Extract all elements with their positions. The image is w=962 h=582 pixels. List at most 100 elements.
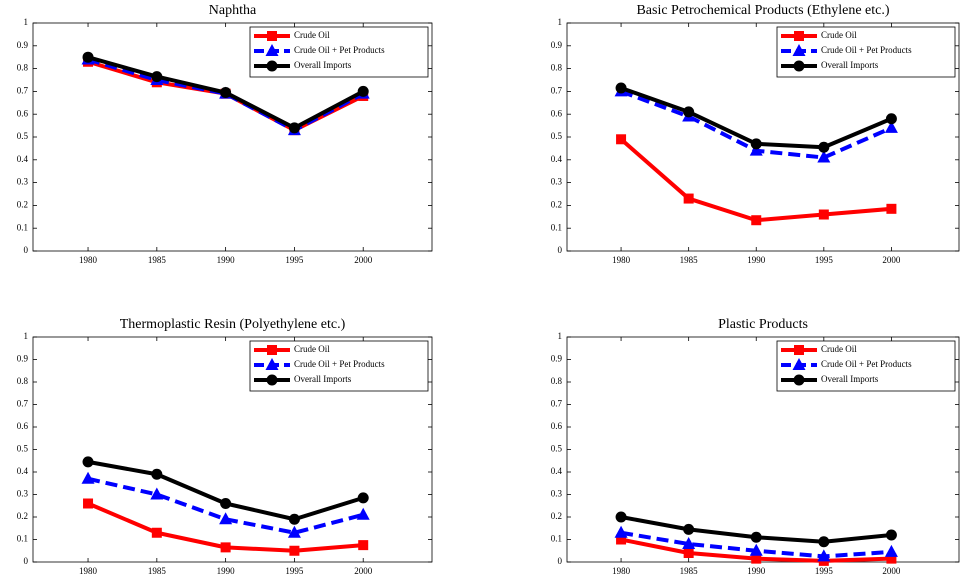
y-tick-label: 0.3 <box>17 177 29 187</box>
y-tick-label: 0 <box>558 245 563 255</box>
marker <box>750 531 762 543</box>
y-tick-label: 0.6 <box>17 421 29 431</box>
legend-label: Overall Imports <box>821 374 879 384</box>
x-tick-label: 1980 <box>612 255 631 265</box>
chart-title: Plastic Products <box>718 317 808 332</box>
marker <box>151 527 162 538</box>
marker <box>884 120 898 133</box>
x-tick-label: 1995 <box>285 566 304 576</box>
y-tick-label: 0.1 <box>551 534 562 544</box>
subplot: Naphtha 0 0.1 0.2 0.3 0.4 0.5 0.6 0.7 0.8 0.9 1 1980… <box>17 3 433 265</box>
marker <box>884 544 898 557</box>
marker <box>793 374 805 386</box>
y-tick-label: 0.6 <box>551 421 563 431</box>
marker <box>682 537 696 549</box>
series-line <box>87 476 364 535</box>
marker <box>886 203 897 214</box>
marker <box>266 374 278 386</box>
marker <box>749 143 763 156</box>
marker <box>616 534 627 545</box>
y-tick-label: 0.4 <box>551 466 563 476</box>
x-tick-label: 1995 <box>815 255 834 265</box>
y-tick-label: 0.1 <box>17 534 28 544</box>
y-tick-label: 0.8 <box>551 63 563 73</box>
y-tick-label: 0.7 <box>551 399 563 409</box>
y-tick-label: 0 <box>558 556 563 566</box>
marker <box>749 543 763 556</box>
y-tick-label: 0.7 <box>17 85 29 95</box>
legend-label: Crude Oil <box>821 30 857 40</box>
chart-title: Thermoplastic Resin (Polyethylene etc.) <box>120 317 346 332</box>
marker <box>616 134 627 145</box>
x-tick-label: 1985 <box>148 255 167 265</box>
legend-label: Overall Imports <box>294 60 352 70</box>
x-tick-label: 1990 <box>217 255 236 265</box>
y-tick-label: 0.6 <box>551 108 563 118</box>
legend-label: Crude Oil <box>294 344 330 354</box>
y-tick-label: 0.9 <box>551 354 563 364</box>
legend-label: Crude Oil + Pet Products <box>294 45 385 55</box>
marker <box>818 141 830 153</box>
marker <box>356 507 370 520</box>
legend-label: Crude Oil <box>821 344 857 354</box>
y-tick-label: 1 <box>24 17 29 27</box>
legend-label: Crude Oil + Pet Products <box>821 45 912 55</box>
series-line <box>87 459 364 522</box>
chart-title: Naphtha <box>209 3 257 18</box>
marker <box>151 468 163 480</box>
y-tick-label: 0.2 <box>551 511 562 521</box>
marker <box>83 498 94 509</box>
marker <box>885 113 897 125</box>
y-tick-label: 0.8 <box>17 376 29 386</box>
marker <box>817 549 831 562</box>
y-tick-label: 0.8 <box>17 63 29 73</box>
marker <box>750 138 762 150</box>
legend-label: Overall Imports <box>821 60 879 70</box>
x-tick-label: 2000 <box>882 566 901 576</box>
marker <box>792 358 806 370</box>
marker <box>357 492 369 504</box>
legend-label: Crude Oil + Pet Products <box>821 359 912 369</box>
subplot: Plastic Products 0 0.1 0.2 0.3 0.4 0.5 0.6 0.7 0.… <box>551 317 960 576</box>
y-tick-label: 0.8 <box>551 376 563 386</box>
marker <box>288 122 300 134</box>
y-tick-label: 0.5 <box>551 444 563 454</box>
x-tick-label: 2000 <box>354 566 373 576</box>
legend: Crude Oil Crude Oil + Pet Products Overall… <box>249 340 429 392</box>
y-tick-label: 0.9 <box>17 354 29 364</box>
y-tick-label: 0.5 <box>17 131 29 141</box>
y-tick-label: 0.4 <box>17 154 29 164</box>
marker <box>615 82 627 94</box>
x-tick-label: 1990 <box>747 255 766 265</box>
marker <box>751 215 762 226</box>
y-tick-label: 1 <box>24 331 29 341</box>
marker <box>267 31 277 41</box>
y-tick-label: 0.2 <box>551 199 562 209</box>
y-tick-label: 1 <box>558 17 563 27</box>
y-tick-label: 0.4 <box>17 466 29 476</box>
y-tick-label: 0 <box>24 245 29 255</box>
marker <box>885 529 897 541</box>
marker <box>358 540 369 551</box>
x-tick-label: 1985 <box>148 566 167 576</box>
y-tick-label: 0.3 <box>551 177 563 187</box>
legend: Crude Oil Crude Oil + Pet Products Overall… <box>776 26 956 78</box>
marker <box>792 44 806 56</box>
marker <box>219 512 233 525</box>
marker <box>614 525 628 538</box>
legend: Crude Oil Crude Oil + Pet Products Overall… <box>776 340 956 392</box>
x-tick-label: 2000 <box>354 255 373 265</box>
y-tick-label: 0.5 <box>551 131 563 141</box>
legend: Crude Oil Crude Oil + Pet Products Overall… <box>249 26 429 78</box>
x-tick-label: 1990 <box>217 566 236 576</box>
y-tick-label: 0.4 <box>551 154 563 164</box>
marker <box>683 106 695 118</box>
y-tick-label: 0.9 <box>17 40 29 50</box>
marker <box>794 31 804 41</box>
y-tick-label: 0.6 <box>17 108 29 118</box>
subplot: Thermoplastic Resin (Polyethylene etc.) 0… <box>17 317 433 576</box>
marker <box>818 536 830 548</box>
x-tick-label: 1990 <box>747 566 766 576</box>
chart-title: Basic Petrochemical Products (Ethylene e… <box>636 3 889 18</box>
